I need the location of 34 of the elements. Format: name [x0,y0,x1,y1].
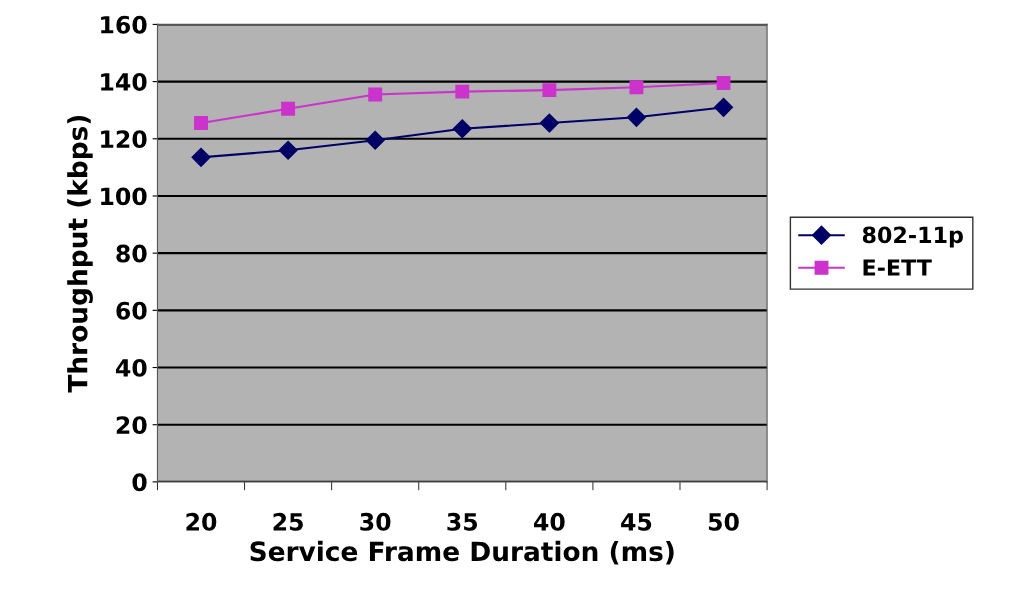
point [539,113,559,133]
y-tick-label: 20 [116,416,147,435]
legend-label: E-ETT [863,259,932,276]
x-tick-label: 25 [273,512,303,531]
x-tick-label: 40 [534,512,565,531]
point [716,76,731,90]
x-tick-label: 20 [186,512,217,531]
y-tick-label: 0 [132,473,147,492]
y-tick-label: 100 [101,187,147,206]
point [368,87,383,102]
y-tick-label: 140 [101,73,147,91]
point [626,107,646,127]
point [629,80,644,95]
x-tick-label: 45 [621,513,652,531]
x-tick-label: 50 [708,512,739,531]
y-tick-label: 120 [101,130,147,149]
x-tick-label: 35 [447,512,478,531]
y-tick-label: 80 [116,244,147,263]
point [191,147,211,167]
x-tick-label: 30 [360,512,391,531]
point [278,140,298,160]
point [281,101,296,116]
point [542,83,557,98]
y-axis-title: Throughput (kbps) [67,115,93,393]
point [194,116,208,130]
point [452,119,472,139]
point [455,84,470,99]
point [365,130,385,150]
y-tick-label: 40 [115,358,147,377]
x-axis-title: Service Frame Duration (ms) [250,540,674,565]
y-tick-label: 160 [101,15,147,34]
y-tick-label: 60 [116,301,147,320]
point [714,97,734,117]
legend-label: 802-11p [862,226,963,248]
